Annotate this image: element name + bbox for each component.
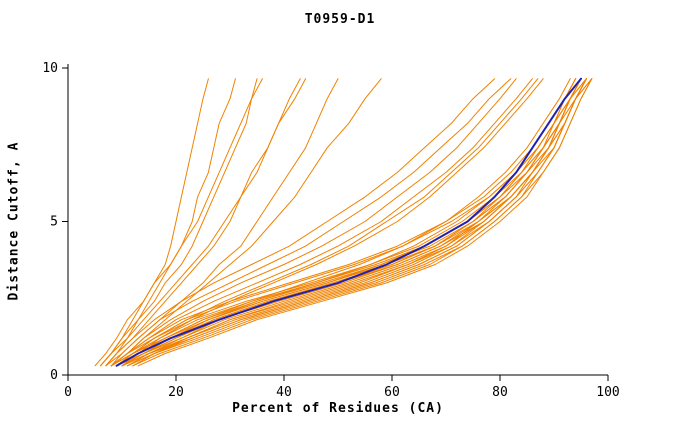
y-tick-label: 10 (42, 61, 58, 76)
x-tick-label: 40 (276, 385, 292, 400)
prediction-curve (121, 78, 544, 367)
x-tick-label: 20 (168, 385, 184, 400)
prediction-curve (121, 78, 577, 367)
y-axis-label: Distance Cutoff, A (6, 141, 22, 301)
x-tick-label: 100 (596, 385, 619, 400)
prediction-curve (110, 78, 533, 367)
prediction-curve (94, 78, 258, 367)
chart-title: T0959-D1 (304, 12, 376, 27)
prediction-curve (116, 78, 539, 367)
prediction-curve (110, 78, 339, 367)
prediction-curve (132, 78, 582, 367)
x-tick-label: 80 (492, 385, 508, 400)
prediction-curve (137, 78, 593, 367)
prediction-curve (110, 78, 517, 367)
y-tick-label: 5 (50, 215, 58, 230)
prediction-curve (121, 78, 587, 367)
prediction-curve (99, 78, 307, 367)
y-tick-label: 0 (50, 368, 58, 383)
prediction-curve (99, 78, 263, 367)
prediction-curve (105, 78, 496, 367)
prediction-curve (99, 78, 209, 367)
prediction-curve (121, 78, 577, 367)
prediction-curve (110, 78, 382, 367)
x-tick-label: 60 (384, 385, 400, 400)
highlight-curve (115, 77, 582, 367)
x-axis-label: Percent of Residues (CA) (232, 401, 444, 416)
x-tick-label: 0 (64, 385, 72, 400)
prediction-curve (116, 78, 571, 367)
